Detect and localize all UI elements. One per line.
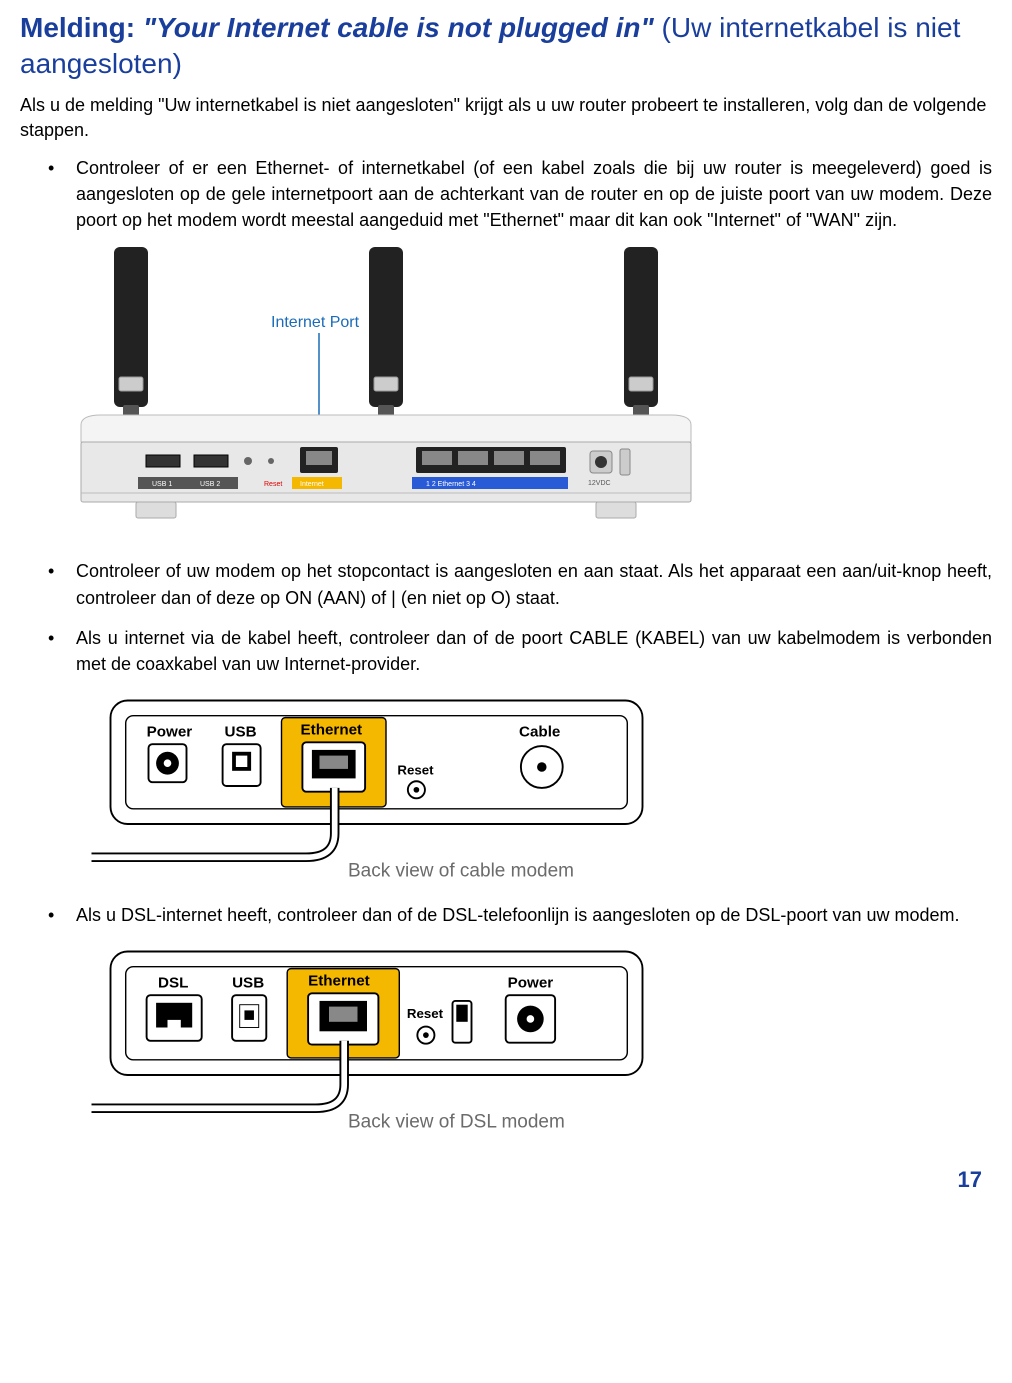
internet-label: Internet xyxy=(300,481,324,488)
cm-reset-label: Reset xyxy=(397,762,434,777)
reset-label: Reset xyxy=(264,481,282,488)
step-1: Controleer of er een Ethernet- of intern… xyxy=(76,155,992,233)
ethernet-ports xyxy=(416,447,566,473)
dsl-reset-label: Reset xyxy=(407,1006,444,1021)
reset-hole-icon xyxy=(268,458,274,464)
dsl-dsl-label: DSL xyxy=(158,975,188,992)
router-svg: Internet Port USB 1 USB 2 Reset Internet… xyxy=(76,247,696,537)
dsl-usb-label: USB xyxy=(232,975,264,992)
step-2: Controleer of uw modem op het stopcontac… xyxy=(76,558,992,610)
usb1-label: USB 1 xyxy=(152,481,172,488)
foot-left xyxy=(136,502,176,518)
steps-list-3: Als u DSL-internet heeft, controleer dan… xyxy=(20,902,992,928)
intro-paragraph: Als u de melding "Uw internetkabel is ni… xyxy=(20,93,992,143)
cm-ethernet-label: Ethernet xyxy=(301,722,363,739)
cm-cable-label: Cable xyxy=(519,723,560,740)
foot-right xyxy=(596,502,636,518)
dsl-modem-svg: DSL USB Ethernet Reset Power Back view o… xyxy=(76,942,696,1132)
steps-list-2: Controleer of uw modem op het stopcontac… xyxy=(20,558,992,676)
cable-modem-svg: Power USB Ethernet Reset Cable Back view… xyxy=(76,691,696,881)
cm-power-label: Power xyxy=(147,723,193,740)
cable-modem-diagram: Power USB Ethernet Reset Cable Back view… xyxy=(76,691,992,886)
step-4: Als u DSL-internet heeft, controleer dan… xyxy=(76,902,992,928)
heading-label: Melding: xyxy=(20,12,135,43)
internet-port-callout: Internet Port xyxy=(271,314,360,331)
usb2-label: USB 2 xyxy=(200,481,220,488)
dsl-modem-diagram: DSL USB Ethernet Reset Power Back view o… xyxy=(76,942,992,1137)
antenna-right xyxy=(624,247,658,427)
ethernet-label: 1 2 Ethernet 3 4 xyxy=(426,481,476,488)
page-number: 17 xyxy=(20,1167,992,1193)
steps-list: Controleer of er een Ethernet- of intern… xyxy=(20,155,992,233)
antenna-center xyxy=(369,247,403,427)
section-heading: Melding: "Your Internet cable is not plu… xyxy=(20,10,992,83)
dsl-caption: Back view of DSL modem xyxy=(348,1111,565,1132)
power-label: 12VDC xyxy=(588,480,611,487)
step-3: Als u internet via de kabel heeft, contr… xyxy=(76,625,992,677)
dsl-ethernet-label: Ethernet xyxy=(308,973,370,990)
led-icon xyxy=(244,457,252,465)
power-port xyxy=(590,449,630,475)
dsl-power-label: Power xyxy=(508,975,554,992)
heading-quote: "Your Internet cable is not plugged in" xyxy=(143,12,654,43)
cm-caption: Back view of cable modem xyxy=(348,860,574,881)
antenna-left xyxy=(114,247,148,427)
router-diagram: Internet Port USB 1 USB 2 Reset Internet… xyxy=(76,247,992,542)
cm-usb-label: USB xyxy=(225,723,257,740)
